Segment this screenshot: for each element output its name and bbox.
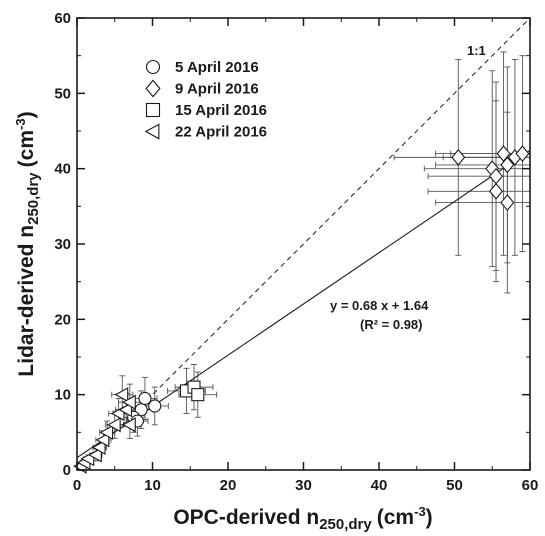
y-axis-title-unit-exp: -3 [13,118,28,130]
x-tick-label: 40 [371,477,388,494]
data-point-triangle-left [88,447,102,463]
legend-marker-triangle-left [144,123,160,140]
x-axis-title-sub: 250,dry [319,516,372,533]
y-tick-label: 20 [54,311,71,328]
fit-r2: (R² = 0.98) [360,317,423,332]
axis-ticks: 0 10 20 30 40 50 60 0 10 20 30 40 50 60 [54,10,538,494]
data-point-diamond [500,194,515,211]
x-axis-title-unit-exp: -3 [414,504,426,519]
data-point-square [191,388,205,402]
legend-label: 15 April 2016 [175,102,267,119]
y-axis-title: Lidar-derived n250,dry (cm-3) [13,111,42,376]
y-tick-label: 0 [63,462,71,479]
data-point-triangle-left [91,439,106,455]
legend-marker-diamond [145,79,161,98]
error-bar [435,66,531,264]
legend-marker-circle [145,59,161,75]
error-bar [423,70,531,268]
legend-label: 22 April 2016 [175,124,267,141]
x-tick-label: 10 [144,477,161,494]
x-tick-label: 50 [446,477,463,494]
y-axis-title-unit: (cm [15,130,38,167]
data-point-triangle-left [99,424,114,440]
data-point-triangle-left [107,417,121,433]
data-markers [73,145,530,474]
y-axis-title-main: Lidar-derived n [15,225,38,377]
data-point-triangle-left [95,432,110,448]
x-axis-title: OPC-derived n250,dry (cm-3) [173,504,432,533]
data-point-triangle-left [114,387,129,403]
data-point-diamond [451,149,466,166]
y-tick-label: 10 [54,387,71,404]
y-tick-label: 30 [54,236,71,253]
data-point-triangle-left [122,417,136,433]
x-axis-title-unit: (cm [377,506,414,529]
fit-equation: y = 0.68 x + 1.64 [330,298,429,313]
data-point-diamond [500,156,515,174]
data-point-diamond [515,145,530,162]
y-axis-title-unit-end: ) [15,111,38,118]
data-point-triangle-left [122,394,136,410]
x-axis-title-unit-end: ) [426,506,433,529]
x-axis-title-main: OPC-derived n [173,506,319,529]
error-bar [435,111,531,294]
data-point-circle [138,391,152,405]
x-tick-label: 30 [295,477,312,494]
legend-label: 5 April 2016 [175,59,259,76]
y-tick-label: 60 [54,10,71,27]
one-to-one-line [76,17,531,471]
x-tick-label: 0 [73,477,81,494]
x-tick-label: 60 [522,477,539,494]
data-point-diamond [489,182,504,200]
data-point-triangle-left [118,402,133,418]
x-tick-label: 20 [220,477,237,494]
data-point-circle [148,399,162,413]
one-to-one-label: 1:1 [467,43,486,58]
y-tick-label: 50 [54,85,71,102]
legend: 5 April 2016 9 April 2016 15 April 2016 22 … [144,59,267,141]
y-axis-title-sub: 250,dry [25,172,42,225]
legend-marker-square [145,102,161,118]
y-tick-label: 40 [54,161,71,178]
legend-label: 9 April 2016 [175,81,259,98]
